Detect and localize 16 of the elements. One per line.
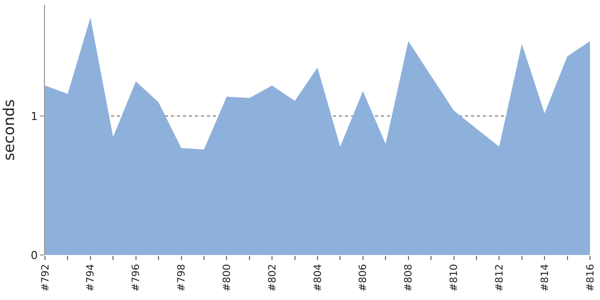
x-tick-label: #806: [358, 264, 370, 292]
x-tick-label: #796: [131, 264, 142, 292]
x-tick-label: #798: [176, 264, 188, 292]
x-tick-label: #808: [404, 264, 415, 292]
x-tick-label: #816: [585, 264, 596, 292]
x-tick-label: #800: [222, 264, 233, 292]
y-tick-label: 0: [30, 248, 38, 262]
x-tick-label: #794: [86, 264, 97, 292]
x-tick-label: #802: [267, 264, 278, 292]
y-axis-title: seconds: [0, 99, 18, 161]
y-tick-label: 1: [30, 110, 38, 123]
x-tick-label: #812: [494, 264, 506, 292]
x-tick-label: #792: [40, 264, 52, 292]
x-tick-label: #804: [312, 264, 324, 292]
x-tick-label: #814: [540, 264, 551, 292]
x-tick-label: #810: [449, 264, 460, 292]
